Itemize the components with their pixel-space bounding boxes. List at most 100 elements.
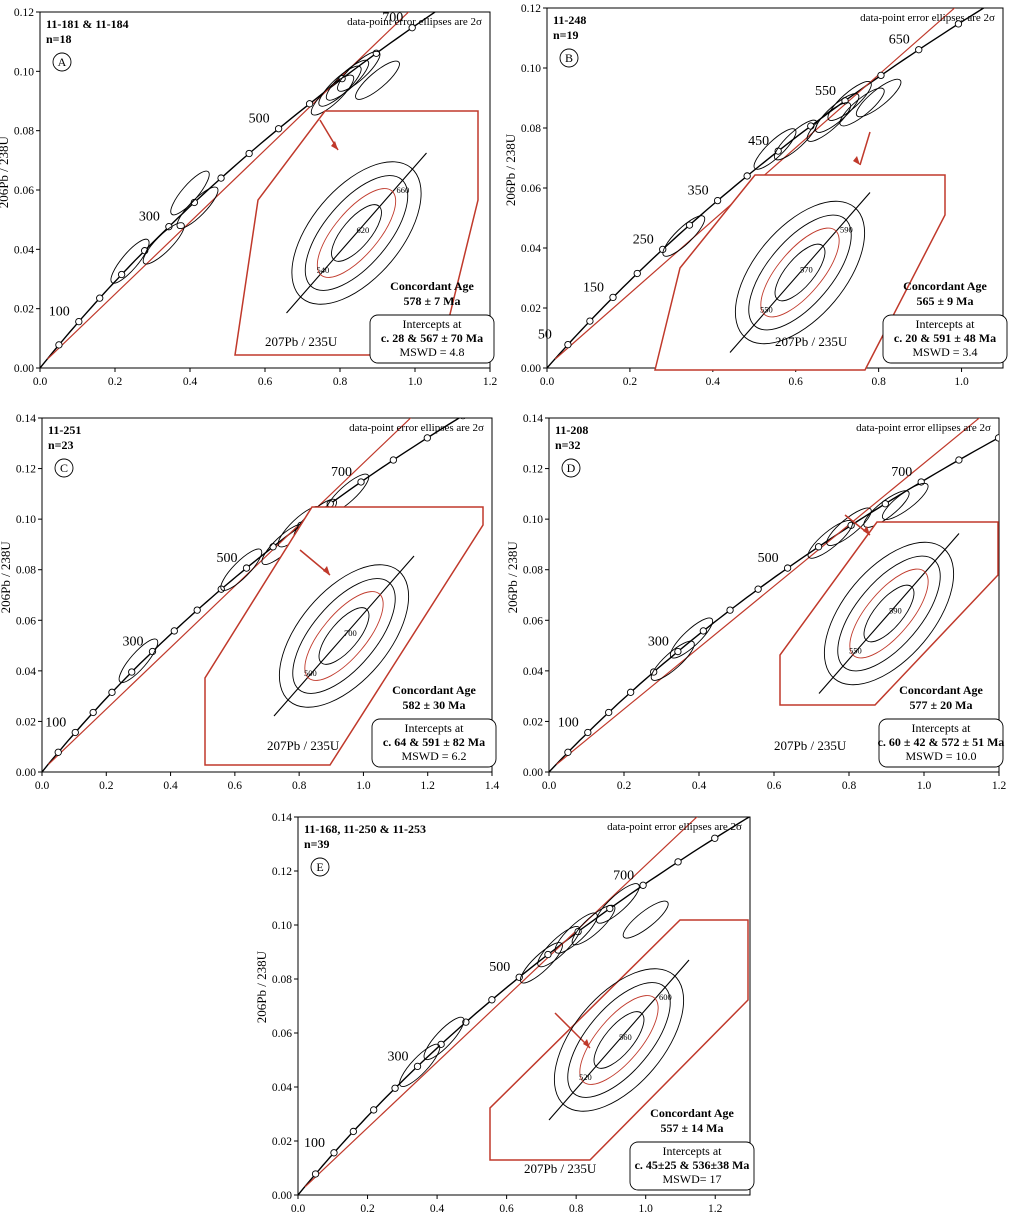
inset-arrow-head: [863, 526, 870, 535]
concordia-age-label: 700: [382, 11, 403, 26]
age-marker: [170, 627, 178, 635]
age-marker: [423, 434, 431, 442]
age-marker: [274, 125, 283, 133]
intercepts-value: c. 45±25 & 536±38 Ma: [635, 1158, 750, 1172]
inset-ellipse: [823, 541, 955, 686]
inset-age-label: 660: [397, 185, 410, 195]
inset-age-label: 620: [357, 225, 370, 235]
x-tick-label: 0.8: [569, 1203, 584, 1215]
x-tick-label: 0.8: [292, 780, 307, 792]
y-tick-label: 0.10: [14, 66, 34, 78]
y-tick-label: 0.10: [16, 514, 36, 526]
error-ellipse: [622, 900, 669, 939]
age-marker: [391, 1084, 399, 1092]
age-marker: [994, 434, 999, 442]
y-tick-label: 0.06: [14, 185, 34, 197]
panel-letter-circle: [559, 48, 579, 68]
x-tick-label: 1.0: [917, 780, 932, 792]
y-tick-label: 0.08: [14, 126, 34, 138]
y-tick-label: 0.04: [521, 243, 541, 255]
age-marker: [89, 708, 97, 717]
intercepts-box: [878, 718, 1004, 768]
concordant-age-title: Concordant Age: [392, 683, 476, 697]
x-tick-label: 1.2: [421, 780, 436, 792]
panel-d: 0.0 0.2 0.4 0.6 0.8 1.0 1.2 0.00 0.02 0.04 0.06 0.0…: [505, 413, 1006, 792]
age-marker: [807, 122, 815, 130]
panel-c: 0.0 0.2 0.4 0.6 0.8 1.0 1.2 1.4 0.00 0.02 0.04 0.06…: [0, 413, 499, 792]
x-tick-label: 0.0: [542, 780, 557, 792]
error-ellipse: [310, 74, 355, 116]
concordant-age-value: 557 ± 14 Ma: [661, 1121, 724, 1135]
age-marker: [71, 728, 79, 737]
inset-ellipse: [579, 995, 659, 1085]
concordant-age-title: Concordant Age: [899, 683, 983, 697]
age-marker: [128, 668, 136, 676]
x-axis-label: 207Pb / 235U: [267, 738, 340, 753]
concordia-age-label: 500: [758, 551, 779, 566]
x-axis-label: 207Pb / 235U: [775, 334, 848, 349]
inset-concordia: [548, 959, 690, 1121]
panel-letter-circle: [310, 857, 330, 877]
age-marker: [674, 858, 682, 866]
x-tick-label: 0.0: [540, 376, 555, 388]
x-tick-label: 0.6: [499, 1203, 514, 1215]
error-ellipse: [318, 65, 362, 107]
inset-ellipse: [316, 188, 397, 278]
age-marker: [54, 748, 62, 756]
age-marker: [193, 606, 201, 614]
sample-id: 11-248: [553, 13, 586, 27]
concordia-age-label: 150: [583, 280, 604, 295]
inset-arrow-head: [853, 156, 860, 165]
concordant-age-title: Concordant Age: [390, 279, 474, 293]
concordia-age-label: 650: [889, 33, 910, 48]
age-marker: [954, 20, 963, 28]
y-tick-label: 0.00: [523, 767, 543, 779]
y-tick-label: 0.12: [14, 7, 34, 19]
inset-age-label: 570: [800, 265, 813, 275]
x-tick-label: 0.2: [617, 780, 632, 792]
y-tick-label: 0.14: [16, 413, 36, 425]
error-ellipse: [596, 883, 640, 924]
intercepts-value: c. 20 & 591 ± 48 Ma: [894, 331, 996, 345]
error-ellipse: [881, 482, 929, 520]
age-marker: [357, 478, 365, 486]
intercepts-box: [371, 718, 497, 768]
age-marker: [783, 564, 792, 572]
x-tick-label: 0.2: [623, 376, 638, 388]
concordia-age-label: 700: [613, 868, 634, 883]
age-marker: [460, 418, 466, 420]
intercepts-box: [369, 314, 495, 364]
age-marker: [389, 456, 397, 464]
age-marker: [881, 500, 889, 508]
age-marker: [413, 1062, 422, 1071]
age-marker: [96, 294, 104, 302]
panel-letter: D: [567, 461, 576, 475]
error-ellipse-note: data-point error ellipses are 2σ: [607, 821, 742, 833]
intercepts-heading: Intercepts at: [663, 1144, 723, 1158]
inset-ellipse: [278, 564, 410, 708]
y-tick-label: 0.00: [16, 767, 36, 779]
y-tick-label: 0.00: [272, 1190, 292, 1202]
age-marker: [217, 174, 225, 182]
x-tick-label: 0.4: [692, 780, 707, 792]
age-marker: [955, 456, 963, 464]
error-ellipse: [355, 60, 400, 100]
x-tick-label: 1.2: [708, 1203, 723, 1215]
y-tick-label: 0.02: [272, 1136, 292, 1148]
sample-count: n=39: [304, 837, 330, 851]
y-tick-label: 0.08: [521, 123, 541, 135]
age-marker: [564, 340, 572, 349]
concordant-age-title: Concordant Age: [650, 1106, 734, 1120]
age-marker: [564, 748, 572, 756]
error-ellipse: [399, 1043, 441, 1087]
sample-id: 11-251: [48, 423, 81, 437]
discordia-line: [304, 817, 698, 1188]
age-marker: [437, 1040, 445, 1049]
age-marker: [75, 317, 83, 326]
x-tick-label: 0.4: [183, 376, 198, 388]
error-ellipse: [176, 186, 219, 229]
y-tick-label: 0.10: [523, 514, 543, 526]
inset-ellipse: [837, 555, 941, 672]
discordia-line: [48, 418, 412, 765]
x-axis-label: 207Pb / 235U: [524, 1161, 597, 1176]
